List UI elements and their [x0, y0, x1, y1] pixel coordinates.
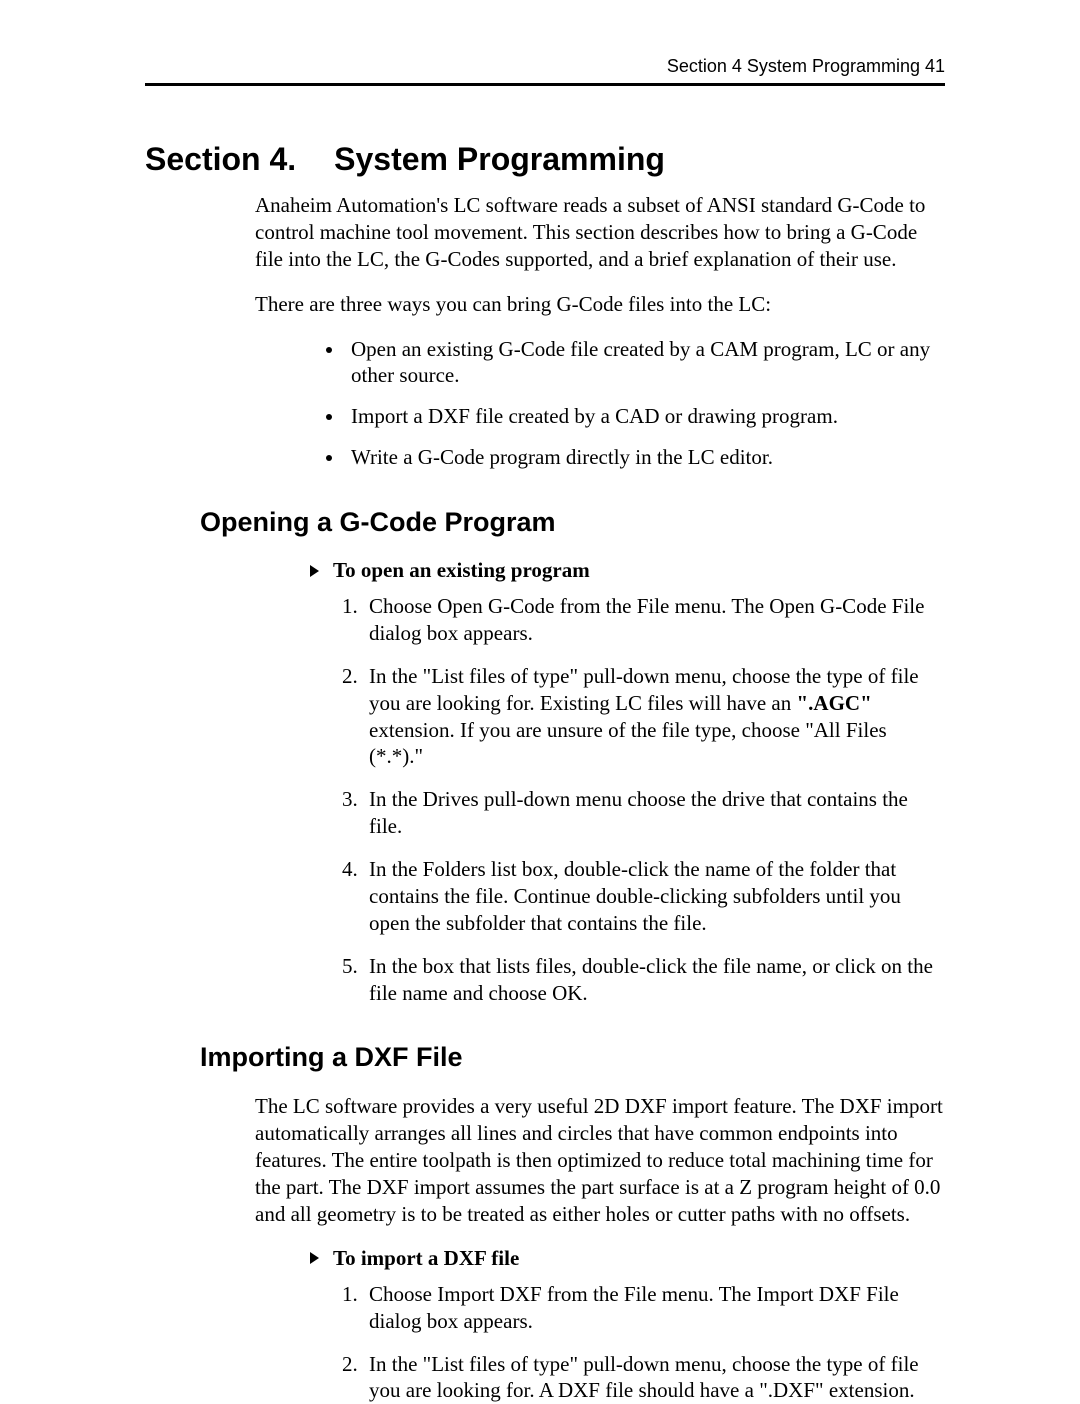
- importing-task-heading: To import a DXF file: [310, 1246, 945, 1271]
- opening-steps: Choose Open G-Code from the File menu. T…: [255, 593, 945, 1006]
- importing-section: Importing a DXF File The LC software pro…: [255, 1042, 945, 1404]
- list-item: Import a DXF file created by a CAD or dr…: [345, 403, 945, 430]
- list-item: Write a G-Code program directly in the L…: [345, 444, 945, 471]
- opening-task-label: To open an existing program: [333, 558, 590, 583]
- intro-paragraph-1: Anaheim Automation's LC software reads a…: [255, 192, 945, 273]
- list-item: Choose Import DXF from the File menu. Th…: [363, 1281, 945, 1335]
- agc-extension: ".AGC": [797, 691, 872, 715]
- list-item: In the Folders list box, double-click th…: [363, 856, 945, 937]
- list-item: In the Drives pull-down menu choose the …: [363, 786, 945, 840]
- intro-bullet-list: Open an existing G-Code file created by …: [255, 336, 945, 472]
- intro-paragraph-2: There are three ways you can bring G-Cod…: [255, 291, 945, 318]
- importing-heading: Importing a DXF File: [200, 1042, 945, 1073]
- list-item: Open an existing G-Code file created by …: [345, 336, 945, 390]
- running-head: Section 4 System Programming 41: [145, 56, 945, 77]
- list-item: In the "List files of type" pull-down me…: [363, 1351, 945, 1404]
- step-text: extension. If you are unsure of the file…: [369, 718, 887, 769]
- triangle-icon: [310, 1252, 319, 1264]
- section-name: System Programming: [334, 141, 665, 177]
- importing-paragraph: The LC software provides a very useful 2…: [255, 1093, 945, 1227]
- importing-steps: Choose Import DXF from the File menu. Th…: [255, 1281, 945, 1404]
- section-number: 4.: [269, 141, 296, 177]
- list-item: Choose Open G-Code from the File menu. T…: [363, 593, 945, 647]
- section-label: Section: [145, 141, 261, 177]
- opening-heading: Opening a G-Code Program: [200, 507, 945, 538]
- triangle-icon: [310, 565, 319, 577]
- section-title: Section 4. System Programming: [145, 141, 945, 178]
- importing-task-label: To import a DXF file: [333, 1246, 519, 1271]
- page: Section 4 System Programming 41 Section …: [0, 0, 1080, 1397]
- list-item: In the "List files of type" pull-down me…: [363, 663, 945, 771]
- list-item: In the box that lists files, double-clic…: [363, 953, 945, 1007]
- opening-task-heading: To open an existing program: [310, 558, 945, 583]
- header-rule: [145, 83, 945, 86]
- opening-section: Opening a G-Code Program To open an exis…: [255, 507, 945, 1006]
- intro-block: Anaheim Automation's LC software reads a…: [255, 192, 945, 471]
